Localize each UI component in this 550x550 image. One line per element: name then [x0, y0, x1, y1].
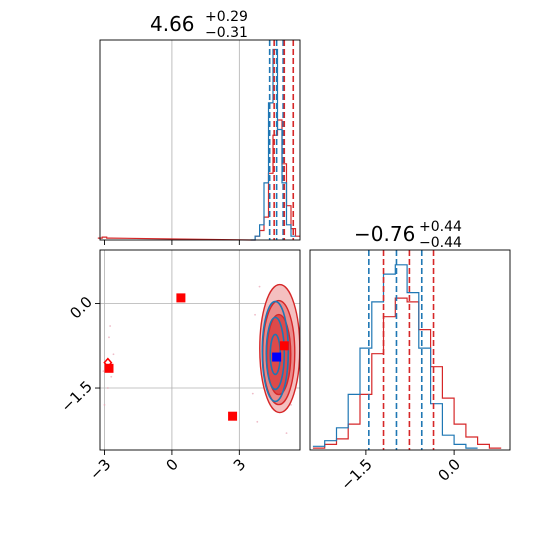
- bottom-left-blue-contour-outer: [261, 300, 290, 403]
- top-left-title-lower: −0.31: [205, 25, 248, 41]
- bottom-left-xtick-label: −3: [86, 455, 114, 483]
- bottom-left-sample-point: [106, 387, 109, 389]
- bottom-left-scatter-panel: −3 0 3 0.0 −1.5: [58, 249, 301, 484]
- bottom-left-red-square-marker: [104, 363, 114, 373]
- bottom-left-xtick-label: 3: [230, 455, 249, 474]
- bottom-right-plot-area: [312, 250, 502, 450]
- top-left-title-value: 4.66: [150, 12, 195, 36]
- bottom-left-red-diamond-marker: [103, 357, 113, 368]
- bottom-left-sample-point: [109, 325, 112, 327]
- bottom-left-red-square-marker: [228, 411, 238, 421]
- top-left-histogram-panel: 4.66 +0.29 −0.31: [97, 9, 301, 245]
- bottom-left-sample-point: [290, 404, 292, 406]
- bottom-left-sample-point: [256, 420, 259, 423]
- bottom-left-xtick-label: 0: [162, 455, 181, 474]
- bottom-left-ytick-label: −1.5: [58, 377, 96, 415]
- bottom-left-sample-point: [110, 375, 113, 378]
- bottom-right-title-value: −0.76: [354, 222, 415, 246]
- top-left-plot-area: [97, 40, 300, 245]
- bottom-left-sample-point: [251, 392, 254, 395]
- bottom-left-sample-point: [103, 404, 106, 406]
- bottom-right-xtick-label: 0.0: [435, 455, 465, 485]
- bottom-right-histogram-panel: −0.76 +0.44 −0.44 −1.5 0.0: [309, 219, 511, 494]
- bottom-right-ticks: −1.5 0.0: [337, 450, 464, 494]
- bottom-left-sample-point: [102, 370, 105, 373]
- bottom-left-sample-point: [258, 285, 261, 288]
- bottom-left-plot-area: [100, 250, 301, 450]
- bottom-left-ytick-label: 0.0: [66, 293, 96, 323]
- bottom-right-frame: [309, 249, 511, 451]
- bottom-left-red-square-marker: [176, 293, 186, 303]
- top-left-frame: [99, 39, 301, 241]
- bottom-left-frame: [99, 249, 301, 451]
- bottom-right-title-lower: −0.44: [419, 235, 462, 251]
- bottom-left-sample-point: [112, 353, 115, 356]
- bottom-left-sample-point: [108, 336, 110, 339]
- bottom-left-red-square-marker: [279, 341, 289, 351]
- bottom-left-sample-point: [285, 432, 288, 434]
- bottom-left-blue-square-marker: [272, 352, 282, 362]
- top-left-red-histogram: [97, 119, 300, 241]
- top-left-title-upper: +0.29: [205, 9, 248, 25]
- bottom-right-red-histogram: [312, 297, 502, 449]
- bottom-left-sample-point: [254, 313, 256, 316]
- bottom-right-xtick-label: −1.5: [337, 455, 375, 493]
- bottom-right-blue-histogram: [312, 264, 478, 449]
- top-left-blue-histogram: [250, 48, 296, 241]
- bottom-right-title-upper: +0.44: [419, 219, 462, 235]
- bottom-left-blue-contour-mid: [265, 316, 286, 391]
